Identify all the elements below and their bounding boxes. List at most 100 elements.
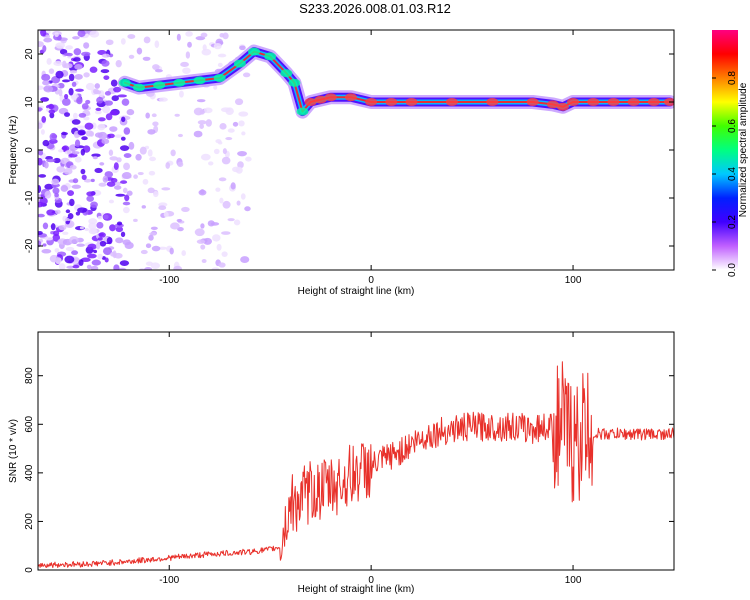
spectrogram-noise-cell [105, 39, 114, 46]
spectrogram-noise-cell [232, 121, 239, 127]
spectrogram-noise-cell [213, 43, 222, 50]
spectrogram-noise-cell [81, 174, 87, 181]
spectrogram-noise-cell [62, 79, 71, 83]
spectrogram-noise-cell [72, 112, 78, 120]
spectrogram-noise-cell [86, 253, 97, 259]
spectrogram-noise-cell [217, 141, 223, 145]
spectrogram-noise-cell [103, 214, 109, 220]
spectrogram-noise-cell [69, 198, 75, 207]
spectrogram-noise-cell [58, 224, 67, 231]
spectrogram-ridge-point [132, 83, 145, 92]
spectrogram-noise-cell [200, 153, 211, 161]
spectrogram-noise-cell [193, 130, 203, 138]
spectrogram-noise-cell [38, 174, 47, 178]
spectrogram-noise-cell [90, 178, 95, 183]
spectrogram-noise-cell [242, 72, 251, 78]
spectrogram-noise-cell [77, 207, 88, 213]
spectrogram-noise-cell [177, 133, 183, 138]
spectrogram-noise-cell [165, 162, 171, 169]
spectrogram-noise-cell [145, 243, 152, 249]
spectrogram-noise-cell [44, 236, 53, 241]
spectrogram-noise-cell [222, 148, 227, 155]
spectrogram-noise-cell [225, 107, 234, 116]
spectrogram-noise-cell [128, 141, 135, 150]
spectrogram-noise-cell [48, 68, 55, 74]
y-tick-label: 200 [24, 513, 35, 530]
spectrogram-noise-cell [187, 41, 192, 48]
spectrogram-noise-cell [40, 129, 45, 135]
spectrogram-noise-cell [112, 250, 117, 259]
spectrogram-noise-cell [78, 259, 84, 266]
spectrogram-noise-cell [117, 94, 128, 98]
spectrogram-ridge-point [365, 98, 378, 106]
spectrogram-noise-cell [61, 146, 68, 151]
spectrogram-noise-cell [101, 53, 110, 58]
spectrogram-noise-cell [48, 138, 58, 144]
spectrogram-noise-cell [218, 177, 227, 182]
spectrogram-noise-cell [95, 107, 102, 111]
spectrogram-noise-cell [174, 113, 180, 117]
spectrogram-noise-cell [219, 123, 227, 130]
spectrogram-noise-cell [69, 164, 77, 170]
spectrogram-noise-cell [75, 211, 81, 216]
y-tick-label: 20 [24, 48, 35, 60]
spectrogram-noise-cell [121, 172, 132, 180]
spectrogram-noise-cell [92, 155, 98, 160]
spectrogram-noise-cell [142, 56, 151, 61]
spectrogram-noise-cell [152, 121, 159, 127]
spectrogram-noise-cell [40, 30, 47, 37]
spectrogram-noise-cell [77, 30, 86, 38]
spectrogram-noise-cell [65, 209, 71, 214]
spectrogram-noise-cell [154, 40, 160, 49]
spectrogram-noise-cell [71, 151, 80, 155]
spectrogram-noise-cell [76, 243, 85, 247]
spectrogram-noise-cell [239, 45, 246, 51]
spectrogram-noise-cell [99, 162, 105, 166]
spectrogram-noise-cell [238, 111, 249, 117]
spectrogram-noise-cell [240, 256, 250, 263]
spectrogram-noise-cell [91, 153, 101, 158]
spectrogram-noise-cell [56, 166, 66, 173]
spectrogram-noise-cell [104, 91, 112, 96]
spectrogram-noise-cell [80, 148, 86, 156]
spectrogram-noise-cell [161, 187, 171, 191]
spectrogram-ridge-point [405, 98, 418, 106]
spectrogram-noise-cell [64, 94, 69, 100]
snr-series-line [38, 361, 674, 569]
spectrogram-noise-cell [120, 231, 126, 238]
y-tick-label: 10 [24, 96, 35, 108]
spectrogram-noise-cell [69, 70, 78, 74]
spectrogram-noise-cell [176, 33, 181, 41]
spectrogram-noise-cell [67, 149, 72, 155]
spectrogram-noise-cell [200, 223, 205, 229]
spectrogram-ridge-point [193, 76, 206, 85]
spectrogram-noise-cell [58, 263, 66, 270]
spectrogram-noise-cell [61, 98, 71, 106]
spectrogram-noise-cell [100, 69, 110, 74]
spectrogram-noise-cell [101, 60, 110, 67]
spectrogram-noise-cell [147, 129, 156, 135]
spectrogram-noise-cell [169, 247, 174, 255]
spectrogram-noise-cell [181, 250, 186, 257]
spectrogram-ridge-point [385, 98, 398, 106]
spectrogram-noise-cell [106, 181, 116, 187]
spectrogram-noise-cell [221, 156, 231, 165]
spectrogram-noise-cell [142, 178, 149, 185]
spectrogram-noise-cell [154, 69, 163, 73]
spectrogram-noise-cell [72, 178, 79, 184]
spectrogram-noise-cell [105, 113, 113, 121]
spectrogram-ridge-point [486, 98, 499, 106]
spectrogram-noise-cell [38, 150, 44, 156]
spectrogram-noise-cell [222, 32, 229, 40]
spectrogram-noise-cell [217, 53, 227, 58]
spectrogram-ridge-point [627, 98, 640, 106]
y-tick-label: -20 [24, 238, 35, 253]
spectrogram-noise-cell [65, 45, 73, 50]
y-tick-label: -10 [24, 190, 35, 205]
spectrogram-noise-cell [115, 237, 124, 244]
spectrogram-ridge-point [445, 98, 458, 106]
spectrogram-noise-cell [44, 161, 49, 169]
x-tick-label: -100 [159, 575, 179, 586]
spectrogram-noise-cell [80, 168, 86, 175]
